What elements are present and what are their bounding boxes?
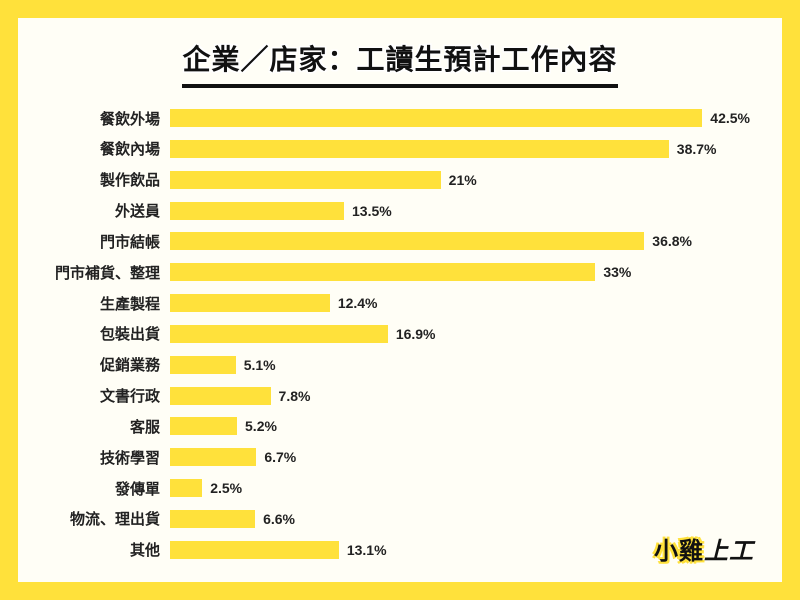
category-label: 促銷業務 <box>50 354 170 375</box>
bar-area: 12.4% <box>170 291 750 315</box>
bar-row: 生產製程 12.4% <box>50 291 750 315</box>
value-label: 36.8% <box>652 233 692 249</box>
bar-row: 促銷業務 5.1% <box>50 353 750 377</box>
value-label: 2.5% <box>210 480 242 496</box>
logo-part1: 小雞 <box>654 538 704 565</box>
bar-row: 文書行政 7.8% <box>50 384 750 408</box>
bar-area: 5.2% <box>170 414 750 438</box>
bar-row: 技術學習 6.7% <box>50 445 750 469</box>
category-label: 發傳單 <box>50 478 170 499</box>
bar-area: 7.8% <box>170 384 750 408</box>
bar-area: 42.5% <box>170 106 750 130</box>
category-label: 製作飲品 <box>50 169 170 190</box>
value-label: 6.6% <box>263 511 295 527</box>
category-label: 生產製程 <box>50 293 170 314</box>
category-label: 文書行政 <box>50 385 170 406</box>
bar <box>170 510 255 528</box>
bar-area: 2.5% <box>170 476 750 500</box>
chart-card: 企業／店家：工讀生預計工作內容 餐飲外場 42.5% 餐飲內場 38.7% 製作飲品 21… <box>18 18 782 582</box>
category-label: 餐飲外場 <box>50 108 170 129</box>
value-label: 5.1% <box>244 357 276 373</box>
value-label: 13.1% <box>347 542 387 558</box>
bar-row: 餐飲外場 42.5% <box>50 106 750 130</box>
bar <box>170 541 339 559</box>
value-label: 13.5% <box>352 203 392 219</box>
bar-area: 21% <box>170 168 750 192</box>
value-label: 42.5% <box>710 110 750 126</box>
value-label: 21% <box>449 172 477 188</box>
bar <box>170 109 702 127</box>
bar-area: 5.1% <box>170 353 750 377</box>
category-label: 外送員 <box>50 200 170 221</box>
category-label: 包裝出貨 <box>50 323 170 344</box>
bar <box>170 387 271 405</box>
bar-row: 餐飲內場 38.7% <box>50 137 750 161</box>
title-wrap: 企業／店家：工讀生預計工作內容 <box>50 38 750 88</box>
bar-row: 門市補貨、整理 33% <box>50 260 750 284</box>
bar-row: 包裝出貨 16.9% <box>50 322 750 346</box>
value-label: 12.4% <box>338 295 378 311</box>
category-label: 技術學習 <box>50 447 170 468</box>
bar <box>170 356 236 374</box>
bar-area: 36.8% <box>170 229 750 253</box>
bar-row: 發傳單 2.5% <box>50 476 750 500</box>
bar <box>170 294 330 312</box>
value-label: 38.7% <box>677 141 717 157</box>
bar <box>170 479 202 497</box>
bar-area: 38.7% <box>170 137 750 161</box>
bar-area: 6.7% <box>170 445 750 469</box>
bar-chart: 餐飲外場 42.5% 餐飲內場 38.7% 製作飲品 21% 外送員 13.5% 門市結帳 36.… <box>50 102 750 566</box>
category-label: 門市補貨、整理 <box>50 262 170 283</box>
bar-row: 客服 5.2% <box>50 414 750 438</box>
bar <box>170 325 388 343</box>
bar <box>170 171 441 189</box>
value-label: 6.7% <box>264 449 296 465</box>
frame: 企業／店家：工讀生預計工作內容 餐飲外場 42.5% 餐飲內場 38.7% 製作飲品 21… <box>0 0 800 600</box>
value-label: 33% <box>603 264 631 280</box>
chart-title: 企業／店家：工讀生預計工作內容 <box>182 38 617 88</box>
bar <box>170 263 595 281</box>
bar-row: 外送員 13.5% <box>50 199 750 223</box>
bar-row: 製作飲品 21% <box>50 168 750 192</box>
bar-row: 門市結帳 36.8% <box>50 229 750 253</box>
logo-part2: 上工 <box>704 538 754 565</box>
brand-logo: 小雞上工 <box>654 531 754 566</box>
bar-area: 6.6% <box>170 507 750 531</box>
category-label: 餐飲內場 <box>50 138 170 159</box>
bar <box>170 232 644 250</box>
category-label: 其他 <box>50 539 170 560</box>
value-label: 5.2% <box>245 418 277 434</box>
value-label: 7.8% <box>279 388 311 404</box>
category-label: 物流、理出貨 <box>50 508 170 529</box>
bar <box>170 417 237 435</box>
bar-row: 物流、理出貨 6.6% <box>50 507 750 531</box>
value-label: 16.9% <box>396 326 436 342</box>
category-label: 客服 <box>50 416 170 437</box>
bar <box>170 448 256 466</box>
bar <box>170 202 344 220</box>
bar-area: 13.5% <box>170 199 750 223</box>
category-label: 門市結帳 <box>50 231 170 252</box>
bar-area: 33% <box>170 260 750 284</box>
bar <box>170 140 669 158</box>
bar-row: 其他 13.1% <box>50 538 750 562</box>
bar-area: 16.9% <box>170 322 750 346</box>
